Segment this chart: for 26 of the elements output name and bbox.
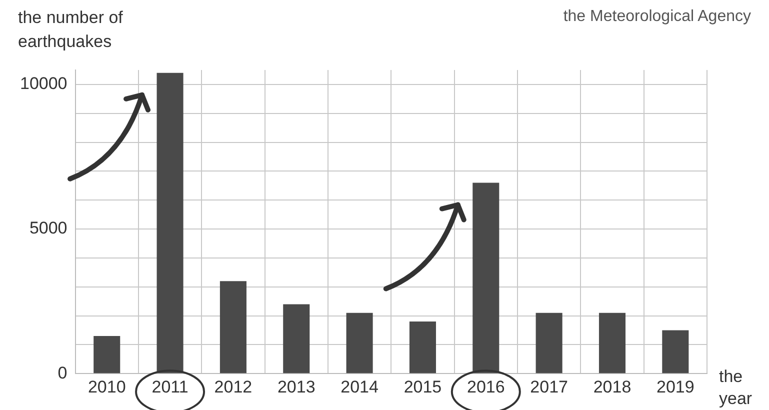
- x-tick-label: 2014: [340, 377, 378, 396]
- x-tick-label: 2011: [152, 377, 188, 396]
- bar: [283, 304, 310, 374]
- y-axis-title: the number of earthquakes: [18, 7, 124, 53]
- text: the Meteorological Agency: [563, 8, 751, 26]
- x-tick-label: 2012: [214, 377, 252, 396]
- y-tick-label: 0: [58, 363, 68, 382]
- bar: [346, 312, 373, 374]
- x-tick-label: 2015: [404, 377, 442, 396]
- x-tick-label: 2013: [277, 377, 316, 396]
- bar: [94, 336, 120, 374]
- x-tick-label: 2017: [530, 377, 568, 396]
- bar: [472, 182, 500, 374]
- y-tick-label: 5000: [29, 218, 68, 238]
- x-tick-label: 2010: [88, 377, 126, 396]
- y-tick-label: 10000: [20, 74, 68, 94]
- x-axis-title: the year: [719, 366, 754, 410]
- bar: [156, 72, 184, 374]
- x-tick-label: 2016: [466, 377, 505, 396]
- bar: [220, 281, 246, 374]
- bar: [598, 312, 626, 374]
- bar: [536, 312, 562, 374]
- x-tick-label: 2019: [656, 377, 694, 396]
- x-tick-label: 2018: [593, 377, 632, 396]
- bar: [662, 330, 689, 374]
- bar: [409, 322, 436, 374]
